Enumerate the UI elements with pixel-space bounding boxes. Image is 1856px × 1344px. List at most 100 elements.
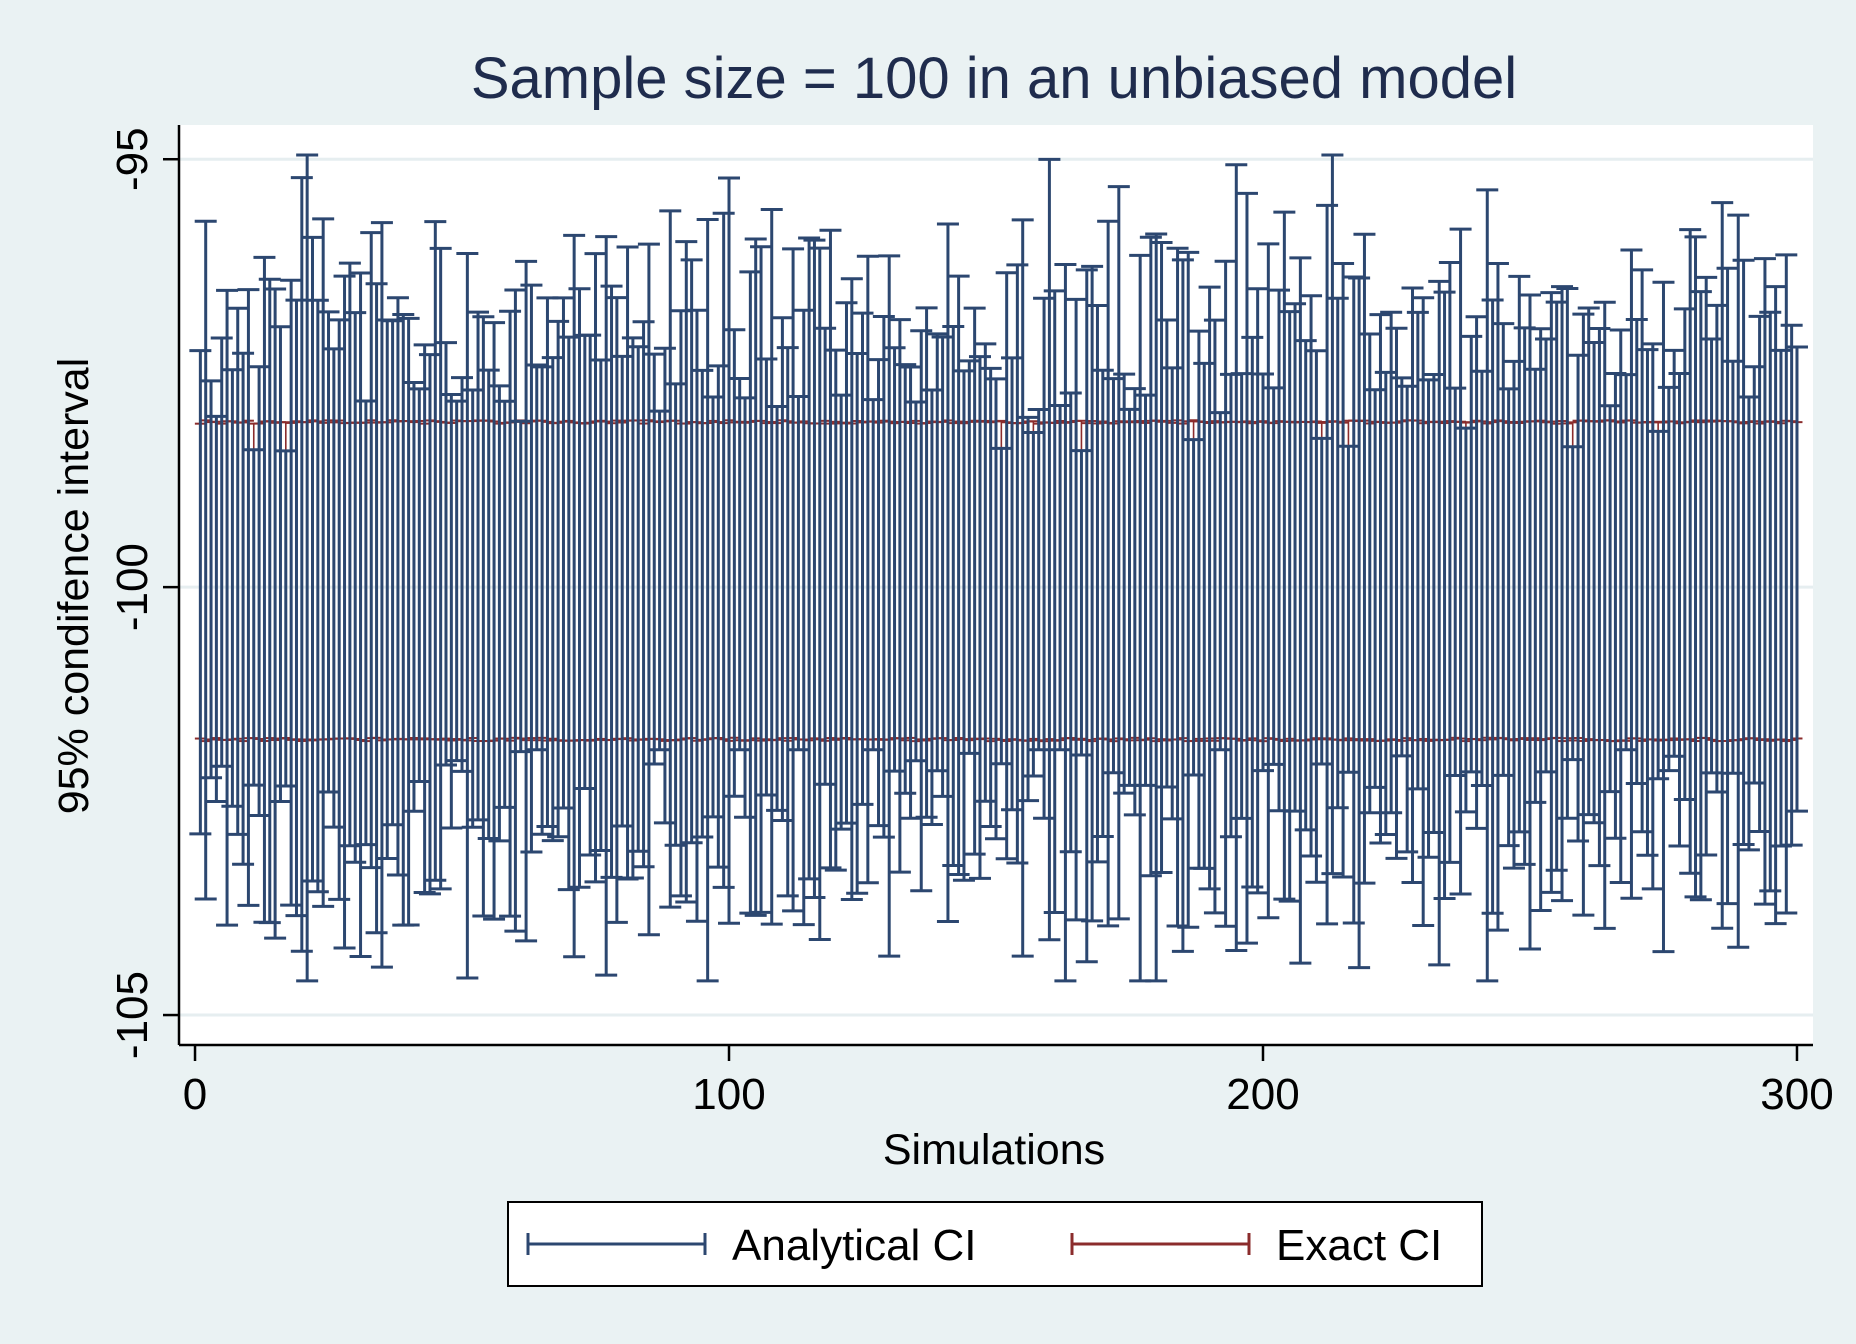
analytical-ci-bar (1235, 191, 1258, 945)
x-tick-label: 100 (692, 1070, 765, 1119)
analytical-ci-bar (1171, 258, 1194, 953)
analytical-ci-bar (194, 219, 217, 901)
analytical-ci-bar (1161, 366, 1184, 821)
analytical-ci-bar (290, 176, 313, 953)
analytical-ci-bar (1695, 275, 1718, 857)
analytical-ci-bar (1438, 260, 1461, 864)
analytical-ci-bar (1748, 314, 1771, 834)
analytical-ci-bar (696, 217, 719, 983)
analytical-ci-bar (525, 363, 548, 752)
analytical-ci-bar (189, 349, 212, 836)
analytical-ci-bar (584, 252, 607, 884)
analytical-ci-bar (942, 325, 965, 867)
analytical-ci-bar (317, 310, 340, 794)
analytical-ci-bar (755, 357, 778, 797)
analytical-ci-bar (274, 449, 297, 788)
analytical-ci-bar (1705, 303, 1728, 794)
analytical-ci-bar (1567, 353, 1590, 843)
analytical-ci-bar (605, 296, 628, 924)
analytical-ci-bar (1385, 326, 1408, 860)
analytical-ci-bar (296, 153, 319, 983)
analytical-ci-bar (386, 296, 409, 877)
legend: Analytical CI Exact CI (507, 1201, 1483, 1287)
analytical-ci-bar (1588, 327, 1611, 868)
analytical-ci-bar (451, 376, 474, 773)
y-tick-label: -95 (108, 127, 157, 191)
analytical-ci-bar (370, 221, 393, 969)
analytical-ci-bar (1753, 257, 1776, 906)
analytical-ci-bar (1780, 323, 1803, 847)
y-axis-title: 95% condifence interval (50, 358, 98, 815)
analytical-ci-bar (723, 328, 746, 798)
analytical-ci-bar (258, 277, 281, 925)
analytical-ci-bar (1337, 444, 1360, 774)
analytical-ci-bar (1502, 359, 1525, 870)
analytical-ci-bar (1097, 219, 1120, 928)
analytical-ci-bar (1358, 332, 1381, 815)
analytical-ci-bar (1460, 334, 1483, 774)
analytical-ci-bar (718, 176, 741, 925)
analytical-ci-bar (621, 336, 644, 880)
analytical-ci-bar (947, 274, 970, 877)
analytical-ci-bar (1278, 310, 1301, 903)
analytical-ci-bar (1470, 369, 1493, 787)
analytical-ci-bar (1518, 293, 1541, 951)
analytical-ci-bar (1070, 449, 1093, 757)
analytical-ci-bar (547, 319, 570, 839)
analytical-ci-bar (1727, 213, 1750, 949)
legend-label-analytical: Analytical CI (732, 1221, 977, 1270)
analytical-ci-bar (1326, 296, 1349, 810)
analytical-ci-bar (1390, 376, 1413, 758)
analytical-ci-bar (1636, 348, 1659, 857)
analytical-ci-bar (1679, 228, 1702, 875)
analytical-ci-bar (766, 405, 789, 812)
analytical-ci-bar (1022, 431, 1045, 778)
analytical-ci-bar (418, 353, 441, 896)
analytical-ci-bar (1551, 285, 1574, 903)
analytical-ci-bar (675, 240, 698, 904)
analytical-ci-bar (1577, 306, 1600, 817)
y-tick-label: -105 (108, 971, 157, 1059)
analytical-ci-bar (1663, 348, 1686, 758)
analytical-ci-bar (1113, 372, 1136, 795)
analytical-ci-bar (1615, 373, 1638, 752)
analytical-ci-bar (477, 368, 500, 840)
analytical-ci-bar (221, 368, 244, 808)
analytical-ci-bar (968, 355, 991, 880)
analytical-ci-bar (1214, 259, 1237, 928)
analytical-ci-bar (1348, 276, 1371, 970)
legend-key-exact (1070, 1233, 1251, 1255)
analytical-ci-bar (1107, 185, 1130, 921)
analytical-ci-bar (1374, 370, 1397, 837)
analytical-ci-bar (691, 368, 714, 839)
analytical-ci-bar (1668, 371, 1691, 848)
analytical-ci-bar (216, 288, 239, 927)
analytical-ci-bar (349, 271, 372, 959)
chart-title: Sample size = 100 in an unbiased model (471, 46, 1517, 111)
analytical-ci-bar (1273, 210, 1296, 901)
analytical-ci-bar (461, 388, 484, 829)
analytical-ci-bar (1075, 268, 1098, 964)
x-axis-title: Simulations (883, 1126, 1105, 1174)
analytical-ci-bar (1193, 361, 1216, 870)
analytical-ci-bar (1251, 372, 1274, 773)
analytical-ci-bar (1182, 438, 1205, 777)
analytical-ci-bar (952, 369, 975, 882)
analytical-ci-bar (1711, 201, 1734, 930)
analytical-ci-bar (862, 398, 885, 752)
analytical-ci-bar (445, 399, 468, 763)
analytical-ci-bar (1508, 274, 1531, 834)
analytical-ci-bar (808, 246, 831, 942)
analytical-ci-bar (1284, 302, 1307, 813)
x-tick-label: 200 (1226, 1070, 1299, 1119)
analytical-ci-bar (579, 333, 602, 857)
analytical-ci-bar (835, 301, 858, 825)
analytical-ci-bar (637, 242, 660, 937)
analytical-ci-bar (878, 254, 901, 958)
analytical-ci-bar (381, 319, 404, 827)
analytical-ci-bar (1198, 285, 1221, 891)
analytical-ci-bar (344, 311, 367, 864)
analytical-ci-bar (926, 332, 949, 773)
analytical-ci-bar (1353, 232, 1376, 885)
analytical-ci-bar (205, 414, 228, 804)
